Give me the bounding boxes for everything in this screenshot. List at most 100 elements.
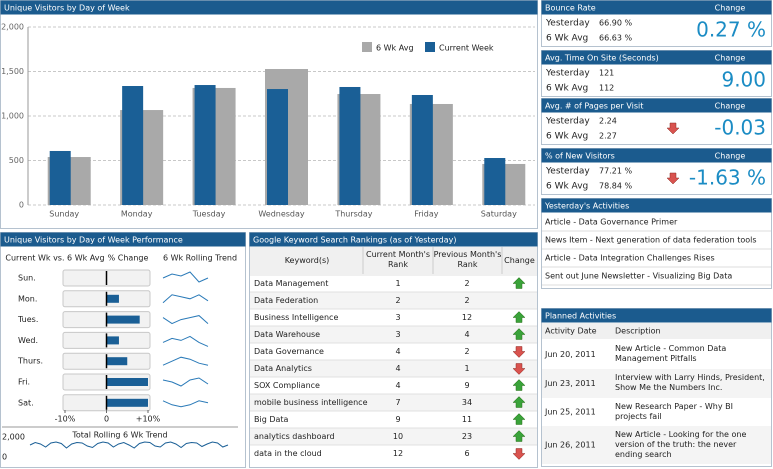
row-label: Sun. xyxy=(18,274,36,283)
keyword: data in the cloud xyxy=(254,449,322,458)
y-tick-label: 1,500 xyxy=(1,67,24,76)
activity-date: Jun 26, 2011 xyxy=(544,441,596,450)
kpi-value: 78.84 % xyxy=(599,182,632,191)
x-tick-label: +10% xyxy=(136,415,161,424)
panel-title: Avg. Time On Site (Seconds) xyxy=(545,54,659,63)
previous-rank: 6 xyxy=(464,449,469,458)
x-tick-label: Monday xyxy=(121,210,153,219)
down-arrow xyxy=(512,363,526,375)
current-rank: 2 xyxy=(395,296,400,305)
activity-description: New Research Paper - Why BI projects fai… xyxy=(615,402,733,421)
panel-title: Unique Visitors by Day of Week xyxy=(4,4,130,13)
row-label: Mon. xyxy=(18,294,37,303)
y-tick-label: 2,000 xyxy=(1,23,24,32)
bar xyxy=(484,158,506,205)
column-header: Activity Date xyxy=(545,327,597,336)
activity-date: Jun 20, 2011 xyxy=(544,350,596,359)
kpi-value: 66.90 % xyxy=(599,19,632,28)
legend-swatch xyxy=(425,42,435,52)
kpi-change: -1.63 % xyxy=(689,166,766,190)
bullet-bar xyxy=(106,357,128,366)
up-arrow xyxy=(512,311,526,323)
activity-item: Article - Data Governance Primer xyxy=(545,218,678,227)
up-arrow xyxy=(512,277,526,289)
current-rank: 4 xyxy=(395,381,400,390)
kpi-label: Yesterday xyxy=(545,19,590,29)
row-band xyxy=(250,394,537,411)
previous-rank: 1 xyxy=(464,364,469,373)
up-arrow xyxy=(512,379,526,391)
sparkline xyxy=(162,356,209,366)
kpi-change: 9.00 xyxy=(721,68,766,92)
previous-rank: 9 xyxy=(464,381,469,390)
y-tick-label: 0 xyxy=(19,201,24,210)
x-tick-label: Saturday xyxy=(481,210,517,219)
previous-rank: 12 xyxy=(462,313,472,322)
down-arrow xyxy=(666,122,680,135)
row-label: Tues. xyxy=(17,315,38,324)
column-header: Current Wk vs. 6 Wk Avg xyxy=(5,254,104,263)
keyword: Data Federation xyxy=(254,296,318,305)
activity-description: New Article - Looking for the one versio… xyxy=(615,430,747,459)
panel-header xyxy=(541,198,772,213)
column-header: Change xyxy=(504,256,535,265)
legend-label: Current Week xyxy=(439,44,494,53)
kpi-change: 0.27 % xyxy=(696,18,766,42)
sparkline xyxy=(162,315,209,325)
bar xyxy=(122,86,144,205)
y-tick-label: 0 xyxy=(2,453,7,462)
y-tick-label: 500 xyxy=(9,156,24,165)
kpi-value: 66.63 % xyxy=(599,34,632,43)
keyword: Data Analytics xyxy=(254,364,312,373)
kpi-value: 2.27 xyxy=(599,132,617,141)
activity-date: Jun 25, 2011 xyxy=(544,408,596,417)
activity-date: Jun 23, 2011 xyxy=(544,379,596,388)
x-tick-label: 0 xyxy=(104,415,109,424)
current-rank: 10 xyxy=(393,432,403,441)
down-arrow xyxy=(666,172,680,185)
panel-header xyxy=(541,148,772,163)
activity-item: News Item - Next generation of data fede… xyxy=(545,236,757,245)
sparkline xyxy=(162,400,209,408)
keyword: analytics dashboard xyxy=(254,432,335,441)
current-rank: 3 xyxy=(395,313,400,322)
y-tick-label: 1,000 xyxy=(1,112,24,121)
table-header xyxy=(250,247,537,274)
up-arrow xyxy=(512,328,526,340)
row-label: Sat. xyxy=(18,398,34,407)
bullet-bar xyxy=(106,336,119,345)
kpi-label: Yesterday xyxy=(545,69,590,79)
x-tick-label: Friday xyxy=(414,210,439,219)
activity-description: New Article - Common Data Management Pit… xyxy=(615,344,727,363)
x-tick-label: Tuesday xyxy=(192,210,226,219)
kpi-label: 6 Wk Avg xyxy=(546,34,588,44)
sparkline xyxy=(162,335,209,347)
activity-description: Interview with Larry Hinds, President, S… xyxy=(615,373,765,392)
trend-line xyxy=(29,441,229,449)
activity-item: Article - Data Integration Challenges Ri… xyxy=(545,254,715,263)
row-band xyxy=(250,428,537,445)
keyword: SOX Compliance xyxy=(254,381,320,390)
up-arrow xyxy=(512,396,526,408)
legend-swatch xyxy=(362,42,372,52)
bullet-bar xyxy=(106,398,148,407)
panel-header xyxy=(0,0,538,15)
column-header: % Change xyxy=(108,254,149,263)
up-arrow xyxy=(512,430,526,442)
bar xyxy=(411,94,433,205)
keyword: Data Management xyxy=(254,279,328,288)
keyword: Big Data xyxy=(254,415,289,424)
column-header: Current Month's Rank xyxy=(365,250,431,269)
current-rank: 4 xyxy=(395,347,400,356)
down-arrow xyxy=(512,448,526,460)
row-band xyxy=(542,426,771,464)
panel-header xyxy=(541,50,772,65)
sparkline xyxy=(162,271,209,283)
column-header: 6 Wk Rolling Trend xyxy=(163,254,237,263)
previous-rank: 34 xyxy=(462,398,472,407)
down-arrow xyxy=(512,346,526,358)
kpi-value: 77.21 % xyxy=(599,167,632,176)
change-header: Change xyxy=(715,54,746,63)
panel-header xyxy=(541,98,772,113)
